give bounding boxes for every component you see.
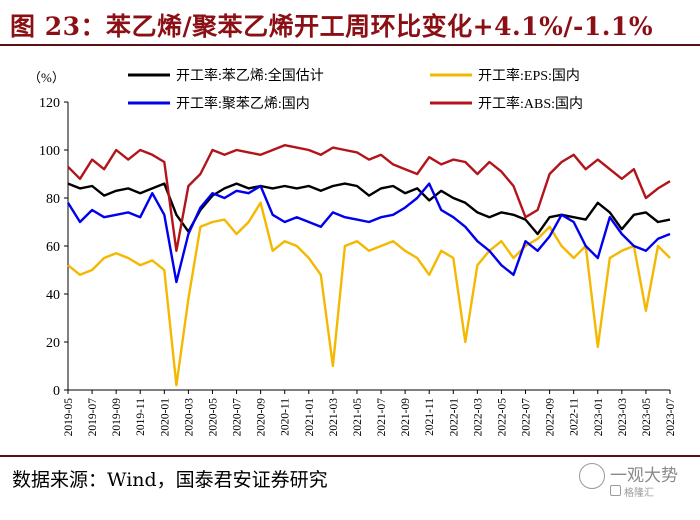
y-tick-label: 20 (46, 336, 60, 351)
y-tick-label: 40 (46, 288, 60, 303)
watermark: 一观大势 格隆汇 (576, 459, 696, 501)
x-tick-label: 2019-09 (111, 398, 123, 437)
gelonghui-logo-icon (610, 485, 621, 496)
x-tick-label: 2019-11 (135, 398, 147, 436)
chart-title: 图 23：苯乙烯/聚苯乙烯开工周环比变化+4.1%/-1.1% (10, 12, 654, 41)
x-tick-label: 2023-05 (641, 398, 653, 437)
watermark-sub: 格隆汇 (624, 488, 654, 499)
legend-label: 开工率:苯乙烯:全国估计 (176, 67, 324, 84)
data-source: 数据来源：Wind，国泰君安证券研究 (12, 469, 328, 491)
x-tick-label: 2022-11 (569, 398, 581, 436)
x-tick-label: 2019-05 (63, 398, 75, 437)
x-tick-label: 2021-03 (328, 398, 340, 437)
y-unit-label: （%） (28, 70, 65, 85)
x-tick-label: 2020-07 (232, 398, 244, 437)
series-line (67, 182, 671, 236)
wechat-icon (579, 463, 605, 489)
y-tick-label: 0 (53, 384, 60, 399)
x-tick-label: 2021-09 (400, 398, 412, 437)
x-tick-label: 2022-03 (472, 398, 484, 437)
x-tick-label: 2023-03 (617, 398, 629, 437)
y-tick-label: 120 (39, 96, 60, 111)
x-tick-label: 2022-07 (521, 398, 533, 437)
x-tick-label: 2022-09 (545, 398, 557, 437)
x-tick-label: 2023-01 (593, 398, 605, 437)
x-tick-label: 2022-01 (448, 398, 460, 437)
legend-label: 开工率:ABS:国内 (478, 95, 583, 112)
y-tick-label: 100 (39, 144, 60, 159)
x-tick-label: 2021-07 (376, 398, 388, 437)
x-tick-label: 2020-01 (159, 398, 171, 437)
x-tick-label: 2021-05 (352, 398, 364, 437)
line-chart: 0 20 40 60 80 100 120 （%） 2019-05 2019-07 2019-09 2… (28, 67, 677, 437)
series-line (67, 144, 671, 252)
x-tick-label: 2022-05 (496, 398, 508, 437)
x-tick-label: 2020-03 (183, 398, 195, 437)
legend-label: 开工率:聚苯乙烯:国内 (176, 95, 310, 112)
title-bar: 图 23：苯乙烯/聚苯乙烯开工周环比变化+4.1%/-1.1% (0, 0, 700, 46)
series-line (67, 201, 671, 387)
x-tick-label: 2020-09 (256, 398, 268, 437)
x-tick-label: 2019-07 (87, 398, 99, 437)
y-tick-label: 60 (46, 240, 60, 255)
x-tick-label: 2023-07 (665, 398, 677, 437)
x-tick-label: 2021-01 (304, 398, 316, 437)
legend-label: 开工率:EPS:国内 (478, 67, 580, 84)
x-tick-label: 2020-11 (280, 398, 292, 436)
series-line (66, 182, 671, 284)
x-tick-label: 2020-05 (207, 398, 219, 437)
watermark-text: 一观大势 (610, 466, 678, 486)
source-bar: 数据来源：Wind，国泰君安证券研究 一观大势 格隆汇 (0, 455, 700, 520)
x-tick-label: 2021-11 (424, 398, 436, 436)
y-tick-label: 80 (46, 192, 60, 207)
